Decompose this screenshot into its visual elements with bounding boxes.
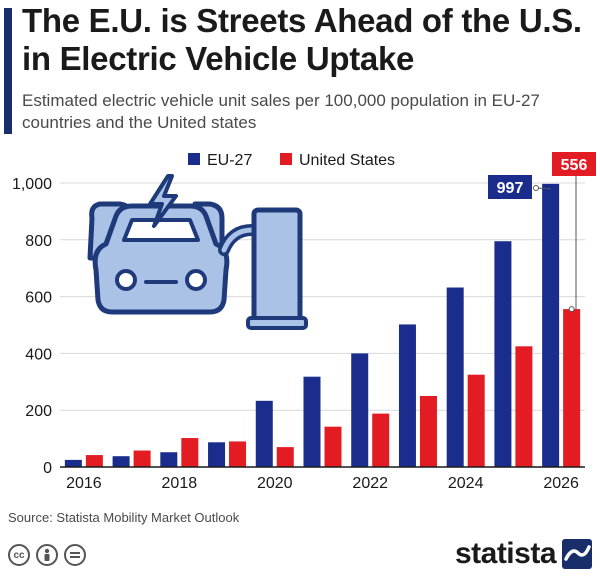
bar-united-states: [563, 309, 581, 467]
source-note: Source: Statista Mobility Market Outlook: [8, 510, 240, 525]
annotation-dot-us: [568, 306, 575, 313]
annotation-label-us: 556: [561, 157, 588, 174]
no-derivatives-icon[interactable]: [64, 544, 86, 566]
cc-icon[interactable]: cc: [8, 544, 30, 566]
bar-eu-27: [542, 183, 560, 468]
y-tick-label: 600: [25, 290, 52, 307]
bar-united-states: [467, 374, 485, 467]
y-tick-label: 200: [25, 403, 52, 420]
legend-swatch: [280, 153, 292, 165]
x-tick-label: 2018: [162, 475, 198, 492]
y-tick-label: 400: [25, 346, 52, 363]
y-tick-label: 1,000: [12, 176, 52, 193]
bar-united-states: [515, 346, 533, 467]
bar-eu-27: [112, 456, 130, 467]
x-tick-label: 2016: [66, 475, 102, 492]
x-tick-label: 2020: [257, 475, 293, 492]
bar-united-states: [181, 438, 199, 467]
bar-united-states: [372, 413, 390, 467]
bar-united-states: [324, 426, 342, 467]
ev-charging-illustration-icon: [87, 174, 308, 330]
bar-united-states: [229, 441, 247, 467]
annotation-box-us: [552, 152, 596, 176]
bar-eu-27: [446, 287, 464, 467]
bar-chart: 0 200 400 600 800 1,000 2016 2018 2020 2022 2024 2…: [12, 152, 596, 492]
title-accent-bar: [4, 8, 12, 134]
statista-logo-icon: [562, 539, 592, 569]
legend-label: United States: [299, 152, 395, 169]
bar-eu-27: [351, 353, 369, 467]
bar-eu-27: [494, 241, 512, 467]
bar-eu-27: [160, 452, 178, 467]
bar-united-states: [419, 396, 437, 467]
annotation-dot-eu: [533, 185, 539, 191]
brand-name: statista: [454, 537, 557, 570]
statista-brand[interactable]: statista: [455, 537, 592, 571]
x-tick-label: 2026: [543, 475, 579, 492]
bar-eu-27: [398, 324, 416, 467]
attribution-icon[interactable]: [36, 544, 58, 566]
bar-eu-27: [303, 376, 321, 467]
annotation-label-eu: 997: [497, 180, 524, 197]
x-tick-label: 2022: [352, 475, 388, 492]
bar-eu-27: [255, 400, 273, 467]
legend-label: EU-27: [207, 152, 252, 169]
chart-title: The E.U. is Streets Ahead of the U.S. in…: [22, 2, 582, 77]
bar-eu-27: [64, 459, 82, 467]
legend-swatch: [188, 153, 200, 165]
bar-united-states: [276, 447, 294, 467]
y-tick-label: 0: [43, 460, 52, 477]
chart-subtitle: Estimated electric vehicle unit sales pe…: [22, 91, 540, 132]
bar-eu-27: [208, 442, 226, 467]
y-tick-label: 800: [25, 233, 52, 250]
x-tick-label: 2024: [448, 475, 484, 492]
bar-united-states: [85, 455, 103, 467]
bar-united-states: [133, 450, 151, 467]
license-icons: cc: [8, 544, 86, 566]
annotation-box-eu: [488, 175, 532, 199]
